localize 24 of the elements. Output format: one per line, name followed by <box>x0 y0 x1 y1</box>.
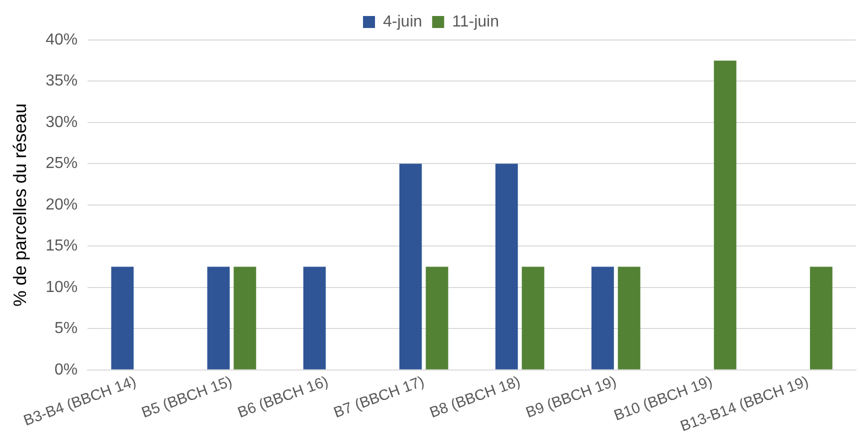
bar <box>714 60 736 370</box>
y-tick-label: 15% <box>46 238 78 255</box>
y-tick-label: 5% <box>54 320 78 338</box>
bar <box>810 266 832 370</box>
y-axis-title: % de parcelles du réseau <box>10 103 30 307</box>
bar <box>618 266 640 370</box>
bar <box>111 266 134 370</box>
bar <box>207 266 230 370</box>
bar <box>426 266 448 370</box>
y-tick-label: 20% <box>46 196 78 214</box>
y-tick-label: 30% <box>46 114 78 131</box>
bar <box>522 266 544 370</box>
bar <box>303 266 326 370</box>
y-tick-label: 25% <box>46 155 78 172</box>
y-tick-label: 35% <box>46 72 78 90</box>
y-tick-label: 40% <box>46 31 78 48</box>
y-tick-label: 10% <box>46 278 78 296</box>
legend-label: 4-juin <box>383 13 422 30</box>
bar <box>495 164 518 370</box>
legend-label: 11-juin <box>452 13 499 30</box>
bar <box>234 266 256 370</box>
bar <box>399 164 422 370</box>
y-tick-label: 0% <box>54 361 78 378</box>
bar <box>591 266 614 370</box>
